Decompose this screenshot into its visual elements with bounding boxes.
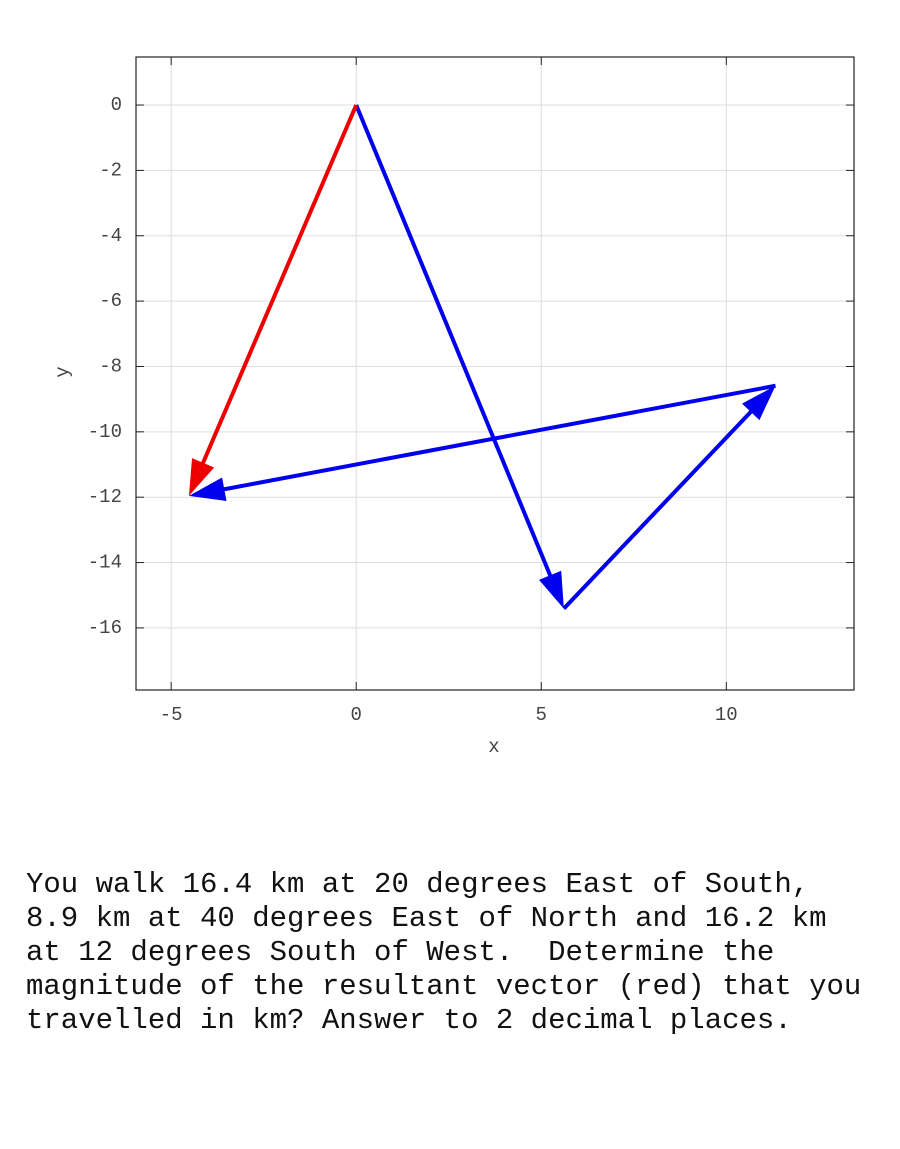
vector-shaft: [354, 104, 554, 580]
y-axis-label: y: [52, 366, 74, 377]
question-text: You walk 16.4 km at 20 degrees East of S…: [26, 868, 861, 1038]
vector-shaft: [220, 383, 776, 492]
question-line: You walk 16.4 km at 20 degrees East of S…: [26, 868, 810, 901]
vector: [354, 104, 564, 609]
y-tick-label: -10: [88, 421, 122, 443]
x-tick-label: 10: [715, 704, 738, 726]
y-tick-label: -16: [88, 617, 122, 639]
y-tick-label: -6: [99, 290, 122, 312]
grid: [136, 57, 854, 690]
marks: [188, 104, 776, 611]
vector-head: [539, 570, 564, 609]
question-line: travelled in km? Answer to 2 decimal pla…: [26, 1004, 792, 1037]
y-tick-label: -8: [99, 355, 122, 377]
vector: [188, 104, 359, 496]
x-tick-label: 5: [536, 704, 547, 726]
vector-head: [188, 477, 227, 502]
question-line: 8.9 km at 40 degrees East of North and 1…: [26, 902, 827, 935]
vector: [562, 385, 776, 611]
y-tick-label: -14: [88, 552, 122, 574]
plot-frame: [135, 56, 855, 691]
vector-head: [188, 458, 215, 496]
x-axis-label: x: [488, 736, 499, 758]
y-tick-label: -2: [99, 159, 122, 181]
vector-shaft: [562, 407, 755, 611]
x-tick-label: 0: [351, 704, 362, 726]
y-tick-label: -12: [88, 486, 122, 508]
y-tick-label: -4: [99, 225, 122, 247]
question-line: magnitude of the resultant vector (red) …: [26, 970, 862, 1003]
vector-head: [742, 385, 776, 421]
question-line: at 12 degrees South of West. Determine t…: [26, 936, 775, 969]
y-tick-label: 0: [111, 94, 122, 116]
x-tick-label: -5: [160, 704, 183, 726]
vector-shaft: [199, 104, 359, 468]
vector: [188, 383, 776, 502]
chart: x y -5 0 5 10 0 -2 -4 -6 -8 -10 -12 -14 -16: [52, 56, 855, 758]
